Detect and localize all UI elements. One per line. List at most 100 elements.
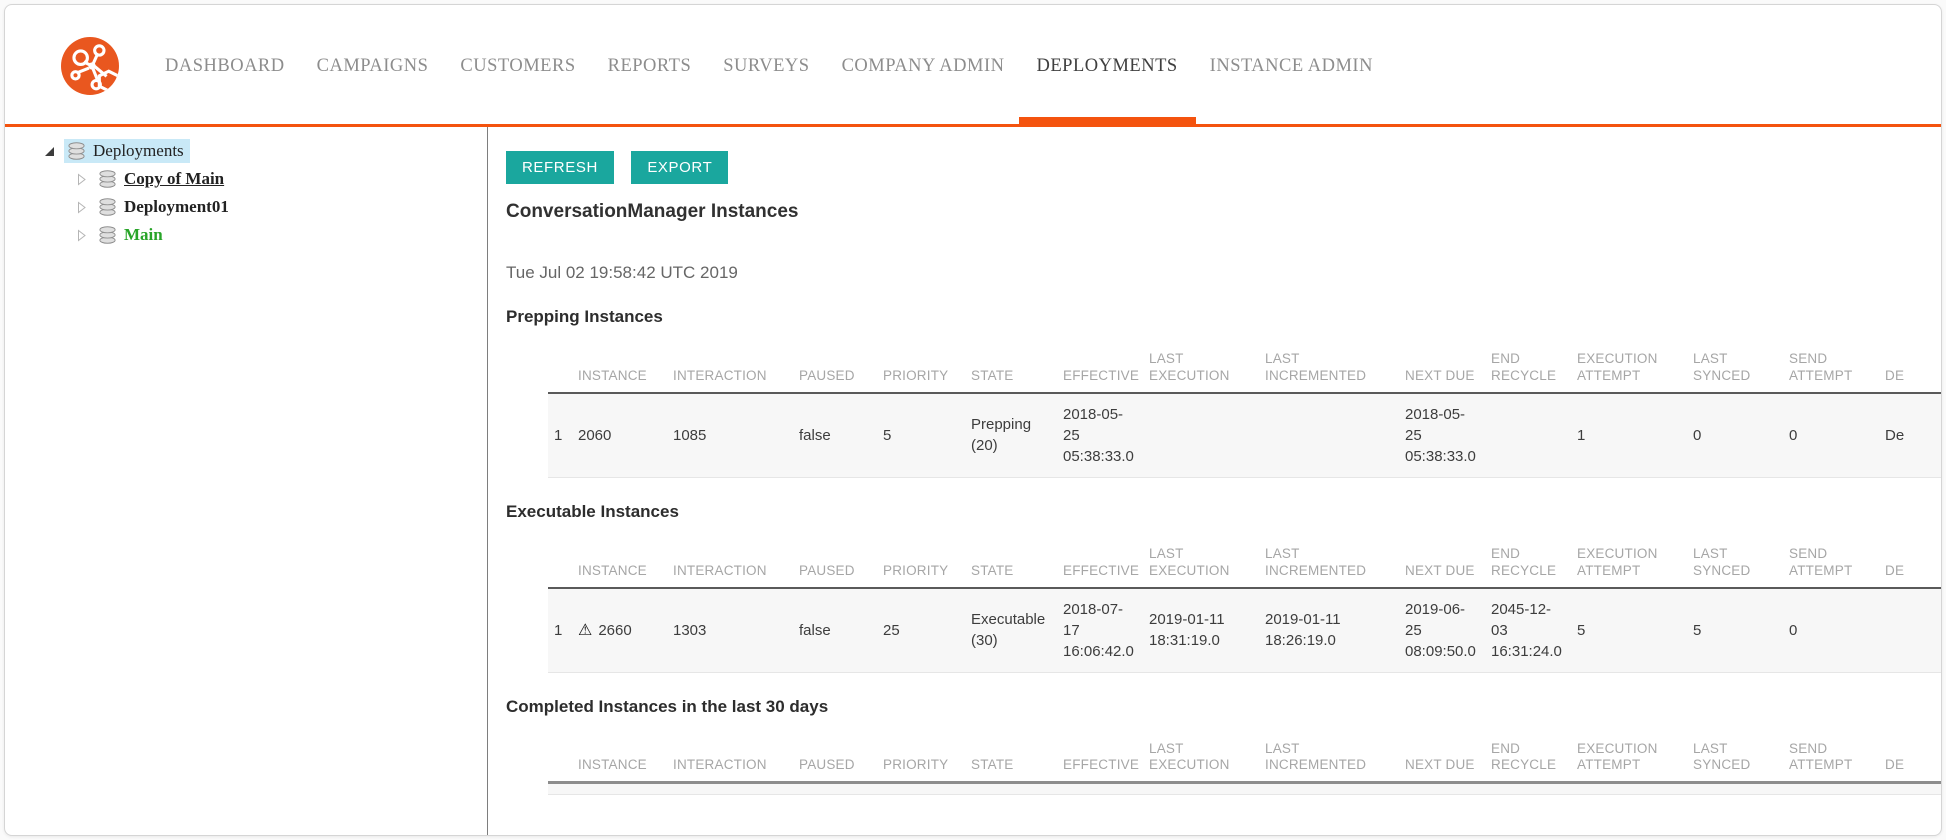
nav-item-instance-admin[interactable]: INSTANCE ADMIN [1209,55,1373,76]
cell-last-synced: 0 [1693,391,1789,478]
column-header: INTERACTION [673,757,767,773]
cell-interaction: 1085 [673,391,799,478]
tree-item-main[interactable]: Main [5,221,487,249]
column-header: DE [1885,562,1905,578]
deployments-tree-panel: Deployments Copy of Main [5,127,488,835]
tree-item-label[interactable]: Copy of Main [124,169,225,188]
cell-effective: 2018-07-17 16:06:42.0 [1063,586,1149,673]
app-logo-icon[interactable] [61,37,119,95]
column-header: LAST INCREMENTED [1265,351,1367,383]
column-header: LAST SYNCED [1693,545,1751,578]
column-header: PAUSED [799,757,855,773]
cell-execution-attempt: 5 [1577,586,1693,673]
column-header: EXECUTION ATTEMPT [1577,740,1658,773]
column-header: NEXT DUE [1405,757,1475,773]
database-icon [98,197,117,217]
completed-instances-table: INSTANCE INTERACTION PAUSED PRIORITY STA… [548,723,1941,796]
cell-paused: false [799,391,883,478]
export-button[interactable]: EXPORT [631,151,729,184]
column-header: LAST EXECUTION [1149,740,1230,773]
section-title-executable: Executable Instances [506,501,679,521]
header-accent-line [5,124,1941,127]
cell-instance: 2060 [578,391,673,478]
nav-item-reports[interactable]: REPORTS [607,55,692,76]
table-header-row: INSTANCE INTERACTION PAUSED PRIORITY STA… [548,528,1941,588]
column-header: DE [1885,757,1905,773]
column-header [548,528,578,588]
table-row: 1 ⚠ 2660 1303 false 25 Executable (30) 20… [548,586,1941,673]
column-header: SEND ATTEMPT [1789,740,1853,773]
nav-item-company-admin[interactable]: COMPANY ADMIN [841,55,1005,76]
cell-last-execution [1149,391,1265,478]
column-header: SEND ATTEMPT [1789,351,1853,383]
column-header: PAUSED [799,562,855,578]
executable-instances-table: INSTANCE INTERACTION PAUSED PRIORITY STA… [548,528,1941,673]
cell-next-due: 2019-06-25 08:09:50.0 [1405,586,1491,673]
main-content: REFRESH EXPORT ConversationManager Insta… [488,127,1941,835]
column-header: STATE [971,757,1014,773]
refresh-button[interactable]: REFRESH [506,151,614,184]
table-row-empty [548,781,1941,796]
column-header: STATE [971,367,1014,383]
tree-item-label[interactable]: Main [124,225,163,244]
tree-item-label[interactable]: Deployments [93,141,184,160]
top-nav-bar: DASHBOARD CAMPAIGNS CUSTOMERS REPORTS SU… [5,5,1941,127]
column-header: INSTANCE [578,757,647,773]
column-header: EFFECTIVE [1063,367,1140,383]
cell-deployment: De [1885,391,1941,478]
nav-item-dashboard[interactable]: DASHBOARD [165,55,285,76]
cell-last-incremented [1265,391,1405,478]
expand-icon[interactable] [77,172,87,186]
column-header: INSTANCE [578,562,647,578]
column-header: INTERACTION [673,562,767,578]
database-icon [98,169,117,189]
expand-icon[interactable] [77,200,87,214]
warning-icon: ⚠ [578,619,593,639]
column-header: NEXT DUE [1405,562,1475,578]
main-nav: DASHBOARD CAMPAIGNS CUSTOMERS REPORTS SU… [165,5,1373,127]
column-header [548,333,578,393]
tree-item-copy-of-main[interactable]: Copy of Main [5,165,487,193]
column-header: NEXT DUE [1405,367,1475,383]
table-row: 1 2060 1085 false 5 Prepping (20) 2018-0… [548,391,1941,478]
collapse-icon[interactable] [45,146,54,156]
column-header: EXECUTION ATTEMPT [1577,351,1658,383]
table-header-row: INSTANCE INTERACTION PAUSED PRIORITY STA… [548,723,1941,783]
prepping-instances-table: INSTANCE INTERACTION PAUSED PRIORITY STA… [548,333,1941,478]
column-header: LAST INCREMENTED [1265,740,1367,773]
column-header: PAUSED [799,367,855,383]
cell-send-attempt: 0 [1789,586,1885,673]
column-header: END RECYCLE [1491,545,1557,578]
tree-item-label[interactable]: Deployment01 [124,197,229,216]
cell-last-incremented: 2019-01-11 18:26:19.0 [1265,586,1405,673]
nav-item-campaigns[interactable]: CAMPAIGNS [316,55,429,76]
column-header: PRIORITY [883,562,949,578]
nav-item-surveys[interactable]: SURVEYS [723,55,810,76]
cell-row-number: 1 [548,586,578,673]
column-header: LAST EXECUTION [1149,351,1230,383]
column-header: INTERACTION [673,367,767,383]
tree-item-deployment01[interactable]: Deployment01 [5,193,487,221]
cell-state: Executable (30) [971,586,1063,673]
cell-paused: false [799,586,883,673]
app-window: DASHBOARD CAMPAIGNS CUSTOMERS REPORTS SU… [4,4,1942,836]
cell-priority: 5 [883,391,971,478]
column-header: EFFECTIVE [1063,562,1140,578]
cell-state: Prepping (20) [971,391,1063,478]
nav-item-deployments[interactable]: DEPLOYMENTS [1018,5,1196,127]
tree-item-deployments[interactable]: Deployments [5,137,487,165]
cell-last-execution: 2019-01-11 18:31:19.0 [1149,586,1265,673]
nav-item-customers[interactable]: CUSTOMERS [460,55,576,76]
column-header [548,723,578,783]
database-icon [67,141,86,161]
cell-instance: ⚠ 2660 [578,586,673,673]
column-header: EXECUTION ATTEMPT [1577,545,1658,578]
expand-icon[interactable] [77,228,87,242]
cell-next-due: 2018-05-25 05:38:33.0 [1405,391,1491,478]
column-header: LAST SYNCED [1693,740,1751,773]
column-header: SEND ATTEMPT [1789,545,1853,578]
database-icon [98,225,117,245]
column-header: STATE [971,562,1014,578]
column-header: LAST INCREMENTED [1265,545,1367,578]
cell-end-recycle [1491,391,1577,478]
